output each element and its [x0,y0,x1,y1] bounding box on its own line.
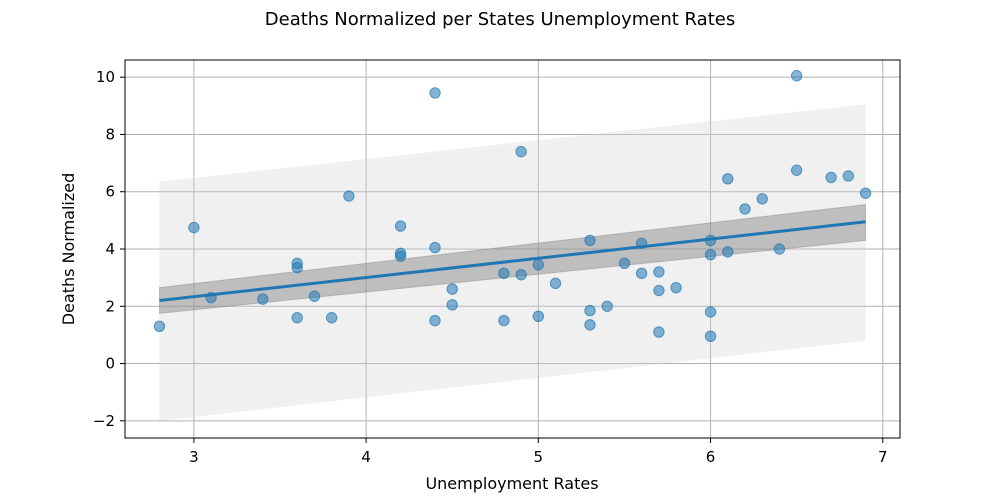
y-tick-label: 2 [105,297,115,315]
regression-line [159,220,866,303]
data-point [394,220,407,232]
data-point [670,281,682,294]
y-tick-label: 8 [105,125,115,143]
data-point [446,283,458,295]
x-tick-label: 7 [878,448,888,466]
data-point [773,243,786,255]
y-axis-label: Deaths Normalized [59,173,78,326]
data-point [429,87,441,99]
x-tick-label: 5 [534,448,544,466]
data-point [498,267,510,280]
data-point [618,257,631,270]
data-point [704,249,717,261]
data-point [429,241,441,254]
data-point [291,261,303,274]
data-point [790,164,803,176]
data-point [722,246,734,258]
y-tick-label: −2 [93,412,115,430]
data-point [498,314,510,327]
x-tick-label: 3 [189,448,199,466]
data-point [842,170,855,182]
y-tick-label: 0 [105,355,115,373]
x-tick-label: 4 [361,448,371,466]
data-point [325,312,338,324]
data-point [532,310,545,322]
data-point [549,277,562,290]
data-point [756,193,768,205]
x-tick-label: 6 [706,448,716,466]
data-point [153,320,166,333]
data-point [429,314,441,327]
plot-area: 3 4 5 6 7 −2 0 2 4 6 8 10 [93,59,901,466]
data-point [343,190,355,202]
data-point [704,330,717,343]
data-point [394,250,407,262]
data-point [825,171,837,184]
confidence-band [158,204,867,314]
data-point [584,319,596,331]
data-point [291,312,303,324]
chart-title: Deaths Normalized per States Unemploymen… [265,9,735,30]
data-point [532,259,545,271]
data-point [739,203,751,215]
data-point [859,187,872,199]
data-point [601,300,613,312]
data-point [704,306,717,318]
data-point [584,304,596,317]
data-point [653,266,665,278]
data-point [790,70,803,82]
y-tick-label: 4 [105,240,115,258]
data-point [446,299,458,311]
y-tick-label: 10 [96,68,115,86]
data-point [257,293,269,305]
x-axis-label: Unemployment Rates [425,474,598,493]
data-point [584,234,596,247]
data-point [188,221,200,234]
data-point [515,269,527,281]
data-point [653,284,665,297]
data-point [515,145,527,158]
data-point [722,173,734,185]
data-point [653,326,665,338]
y-tick-label: 6 [105,183,115,201]
data-point [635,267,648,280]
data-point [308,290,321,302]
